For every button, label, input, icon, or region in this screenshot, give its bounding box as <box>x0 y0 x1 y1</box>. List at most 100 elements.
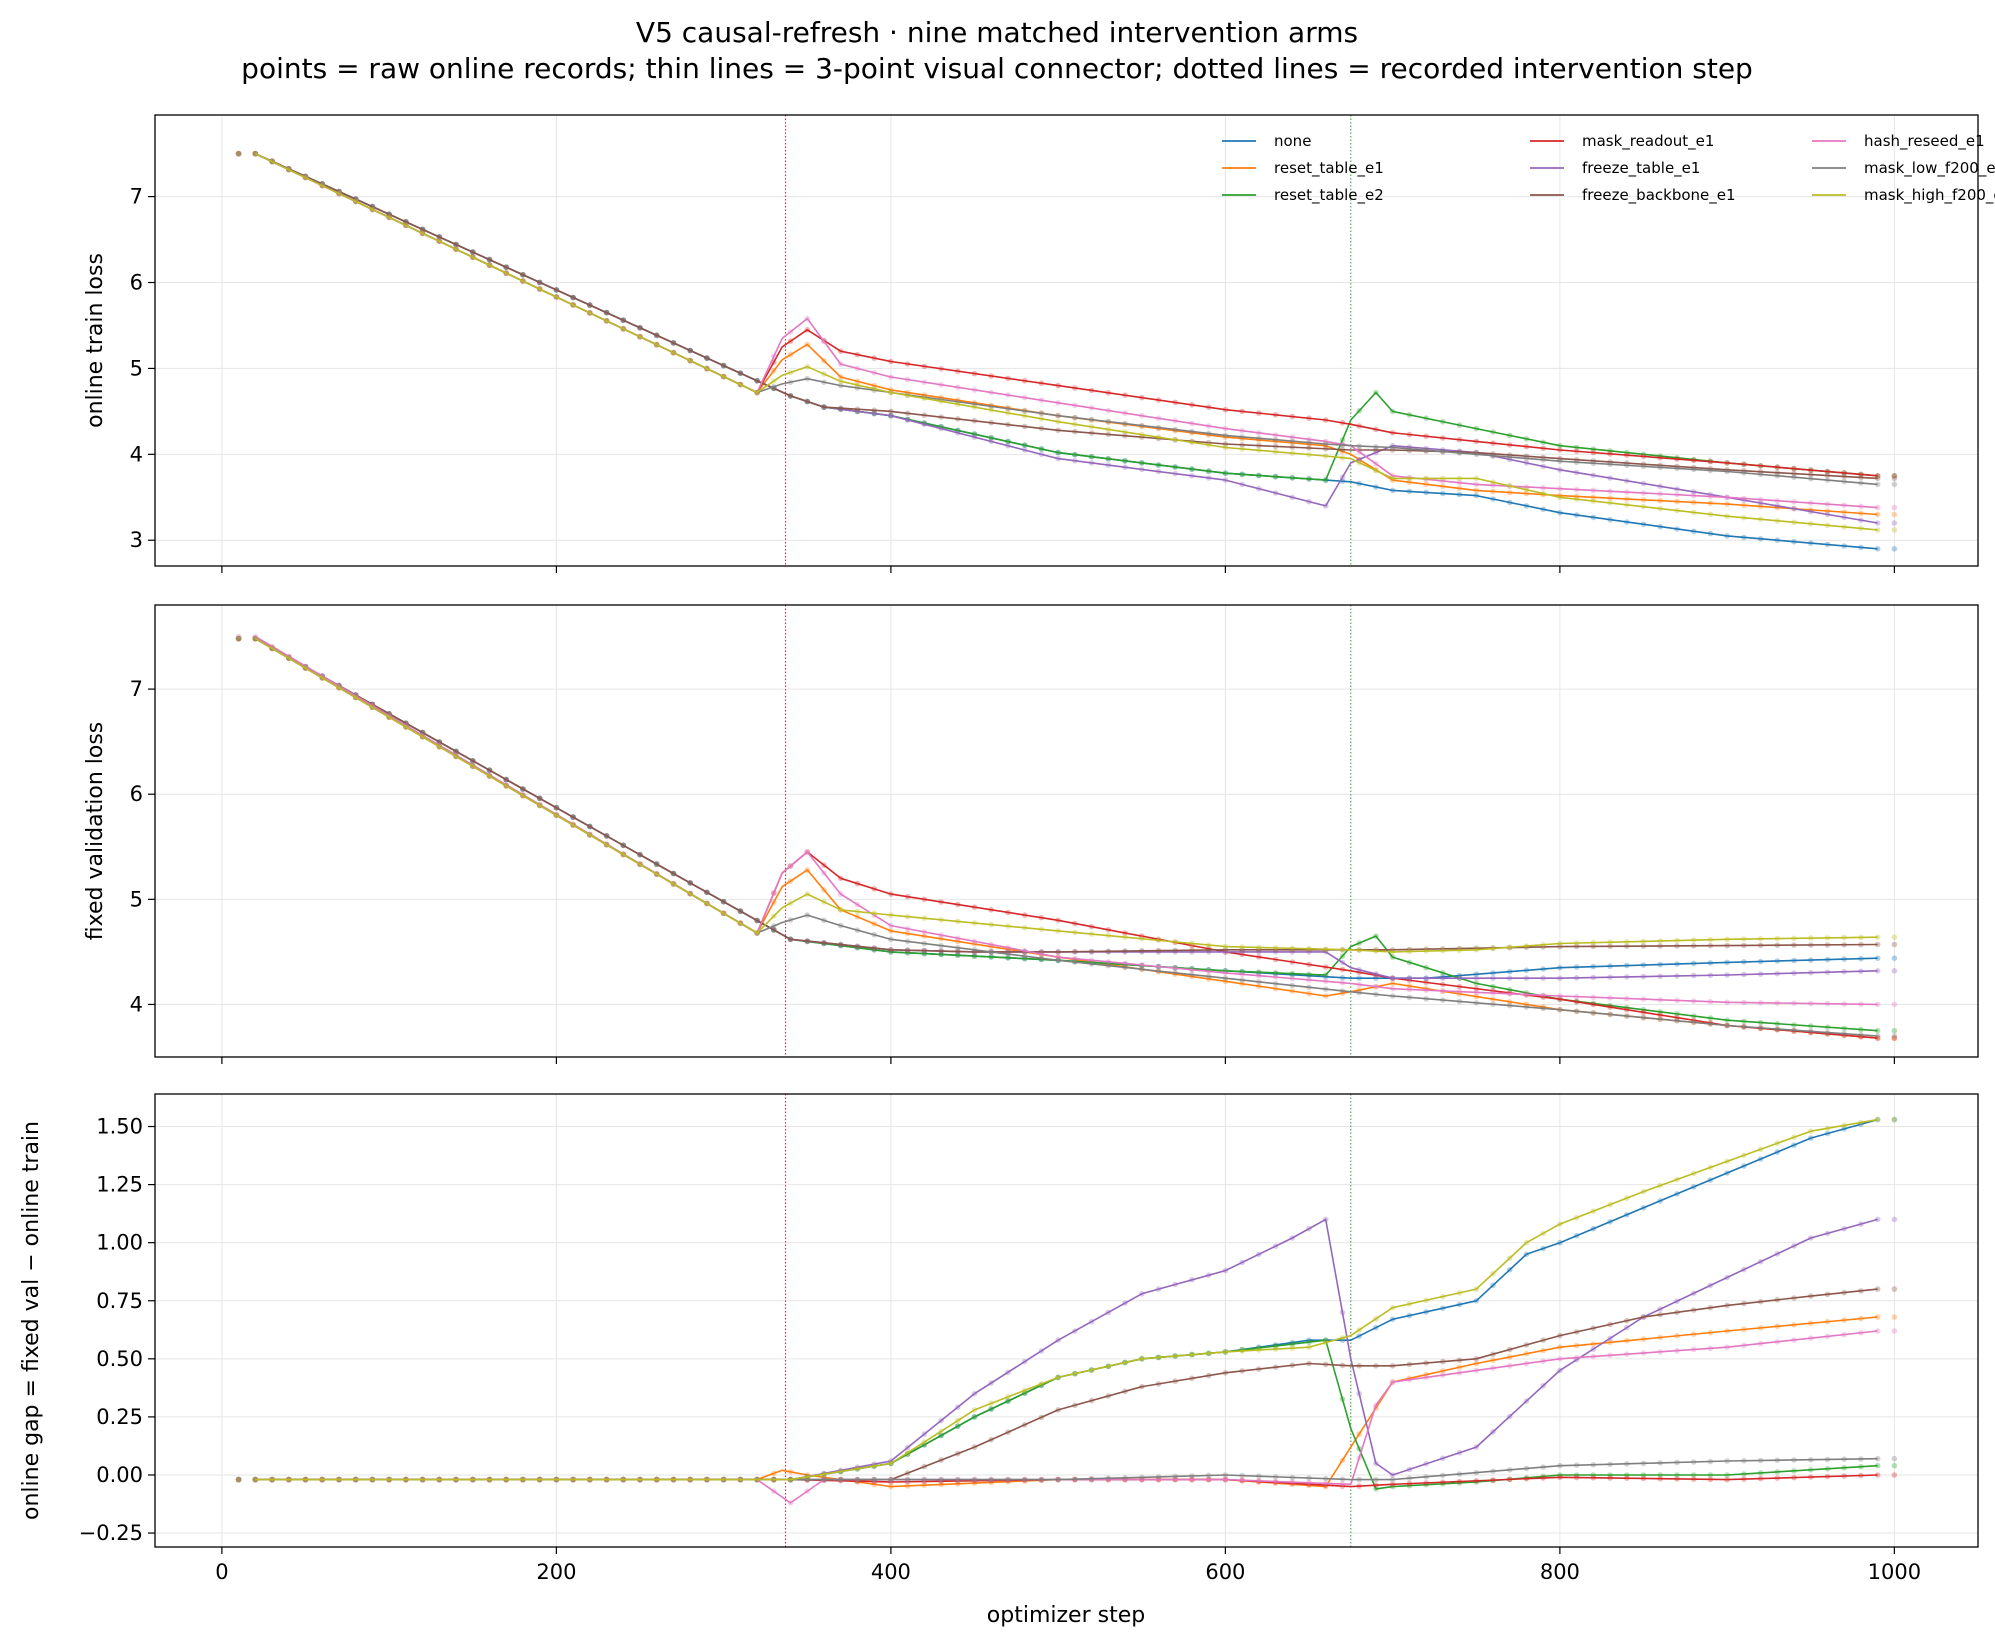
series-point-mask_high_f200_e1 <box>904 1449 911 1456</box>
series-point-reset_table_e1 <box>1690 1331 1697 1337</box>
panel-frame <box>154 114 1979 567</box>
series-point-mask_high_f200_e1 <box>1523 486 1530 493</box>
series-point-mask_high_f200_e1 <box>637 333 643 340</box>
series-point-mask_low_f200_e1 <box>1724 1458 1730 1464</box>
series-point-freeze_table_e1 <box>1557 975 1563 981</box>
series-point-mask_high_f200_e1 <box>369 1476 376 1483</box>
series-point-hash_reseed_e1 <box>1690 998 1697 1004</box>
series-point-freeze_table_e1 <box>1473 1444 1480 1450</box>
series-point-mask_high_f200_e1 <box>1607 1201 1613 1208</box>
series-point-freeze_table_e1 <box>1590 1346 1597 1352</box>
series-point-hash_reseed_e1 <box>1356 981 1362 988</box>
series-point-mask_high_f200_e1 <box>570 1476 576 1483</box>
series-point-mask_low_f200_e1 <box>1624 1013 1630 1019</box>
series-point-none <box>1406 1312 1413 1319</box>
series-point-hash_reseed_e1 <box>1356 448 1362 455</box>
series-point-hash_reseed_e1 <box>1858 1001 1864 1007</box>
legend-label: freeze_backbone_e1 <box>1582 186 1736 205</box>
series-point-hash_reseed_e1 <box>1072 402 1078 409</box>
series-point-reset_table_e1 <box>1891 1314 1898 1320</box>
series-point-freeze_table_e1 <box>1155 1286 1162 1292</box>
series-point-freeze_table_e1 <box>1105 1309 1112 1316</box>
series-point-hash_reseed_e1 <box>252 633 259 640</box>
series-point-freeze_table_e1 <box>1339 1309 1346 1316</box>
series-point-mask_readout_e1 <box>988 373 994 379</box>
series-point-reset_table_e1 <box>1690 499 1697 506</box>
series-point-freeze_backbone_e1 <box>971 418 978 424</box>
series-point-hash_reseed_e1 <box>837 361 844 367</box>
series-point-none <box>1757 1156 1764 1162</box>
series-point-reset_table_e1 <box>1724 1328 1730 1334</box>
chart-subtitle: points = raw online records; thin lines … <box>241 52 1753 85</box>
series-point-reset_table_e1 <box>871 921 877 927</box>
series-point-freeze_backbone_e1 <box>1155 1381 1162 1387</box>
series-point-freeze_table_e1 <box>1189 1277 1195 1283</box>
panel-3: −0.250.000.250.500.751.001.251.500 200 400… <box>19 1093 1979 1584</box>
series-point-reset_table_e1 <box>1506 489 1513 496</box>
series-point-reset_table_e1 <box>787 878 794 884</box>
legend-label: mask_high_f200_e1 <box>1864 186 1995 205</box>
series-point-mask_readout_e1 <box>837 875 844 882</box>
series-point-mask_low_f200_e1 <box>1607 1461 1613 1468</box>
series-point-mask_low_f200_e1 <box>1356 989 1362 996</box>
series-point-hash_reseed_e1 <box>1674 1347 1680 1354</box>
y-tick-label: 1.50 <box>96 1115 143 1139</box>
series-point-reset_table_e1 <box>1222 978 1229 985</box>
series-point-none <box>1640 1205 1647 1211</box>
series-point-reset_table_e1 <box>971 1480 978 1486</box>
series-point-reset_table_e2 <box>1540 439 1546 446</box>
series-point-reset_table_e1 <box>821 1474 827 1481</box>
series-point-hash_reseed_e1 <box>988 389 994 396</box>
series-point-mask_readout_e1 <box>1088 387 1095 394</box>
series-point-none <box>1473 1298 1480 1304</box>
series-point-mask_high_f200_e1 <box>1456 1290 1463 1296</box>
series-point-mask_low_f200_e1 <box>1456 1471 1463 1477</box>
series-point-reset_table_e1 <box>1741 502 1747 509</box>
series-point-mask_low_f200_e1 <box>1356 1476 1362 1483</box>
series-point-reset_table_e1 <box>1808 1320 1814 1326</box>
series-point-mask_readout_e1 <box>1122 930 1128 936</box>
series-point-hash_reseed_e1 <box>921 379 928 386</box>
series-point-mask_high_f200_e1 <box>1791 519 1797 526</box>
series-point-freeze_backbone_e1 <box>1122 1388 1128 1395</box>
legend-label: mask_readout_e1 <box>1582 132 1714 151</box>
series-point-mask_high_f200_e1 <box>1757 516 1764 522</box>
series-point-freeze_backbone_e1 <box>1891 475 1898 482</box>
series-point-reset_table_e2 <box>1573 444 1580 451</box>
series-point-mask_high_f200_e1 <box>771 913 777 919</box>
series-point-reset_table_e2 <box>1473 425 1480 432</box>
series-point-mask_high_f200_e1 <box>1741 1152 1747 1159</box>
series-point-mask_high_f200_e1 <box>286 166 292 173</box>
series-point-none <box>1874 1116 1881 1123</box>
series-point-mask_low_f200_e1 <box>854 1476 861 1483</box>
series-point-mask_high_f200_e1 <box>352 198 359 205</box>
series-point-freeze_backbone_e1 <box>1289 444 1296 451</box>
series-point-mask_low_f200_e1 <box>1573 459 1580 466</box>
series-point-mask_readout_e1 <box>1072 385 1078 391</box>
series-point-mask_high_f200_e1 <box>470 254 476 260</box>
series-point-hash_reseed_e1 <box>1858 1330 1864 1336</box>
series-point-reset_table_e1 <box>1523 1350 1530 1357</box>
series-point-hash_reseed_e1 <box>1657 997 1663 1003</box>
series-point-hash_reseed_e1 <box>854 901 861 908</box>
series-point-freeze_table_e1 <box>904 417 911 423</box>
y-tick-label: 5 <box>130 356 143 380</box>
series-point-reset_table_e2 <box>1573 1472 1580 1478</box>
series-point-mask_high_f200_e1 <box>988 1400 994 1407</box>
series-point-mask_low_f200_e1 <box>1874 481 1881 488</box>
series-point-mask_high_f200_e1 <box>1389 949 1396 955</box>
series-point-hash_reseed_e1 <box>1322 438 1329 445</box>
series-point-mask_high_f200_e1 <box>1038 416 1045 422</box>
series-point-mask_low_f200_e1 <box>1841 1030 1847 1037</box>
series-point-freeze_backbone_e1 <box>1523 1342 1530 1348</box>
series-point-freeze_table_e1 <box>1239 481 1245 488</box>
series-point-freeze_backbone_e1 <box>520 272 526 278</box>
series-point-mask_high_f200_e1 <box>1473 947 1480 953</box>
series-line-mask_high_f200_e1 <box>254 152 1878 531</box>
series-point-mask_low_f200_e1 <box>235 1476 242 1483</box>
series-point-hash_reseed_e1 <box>1824 1000 1831 1007</box>
series-point-freeze_table_e1 <box>1707 972 1714 979</box>
series-point-none <box>1624 519 1630 525</box>
